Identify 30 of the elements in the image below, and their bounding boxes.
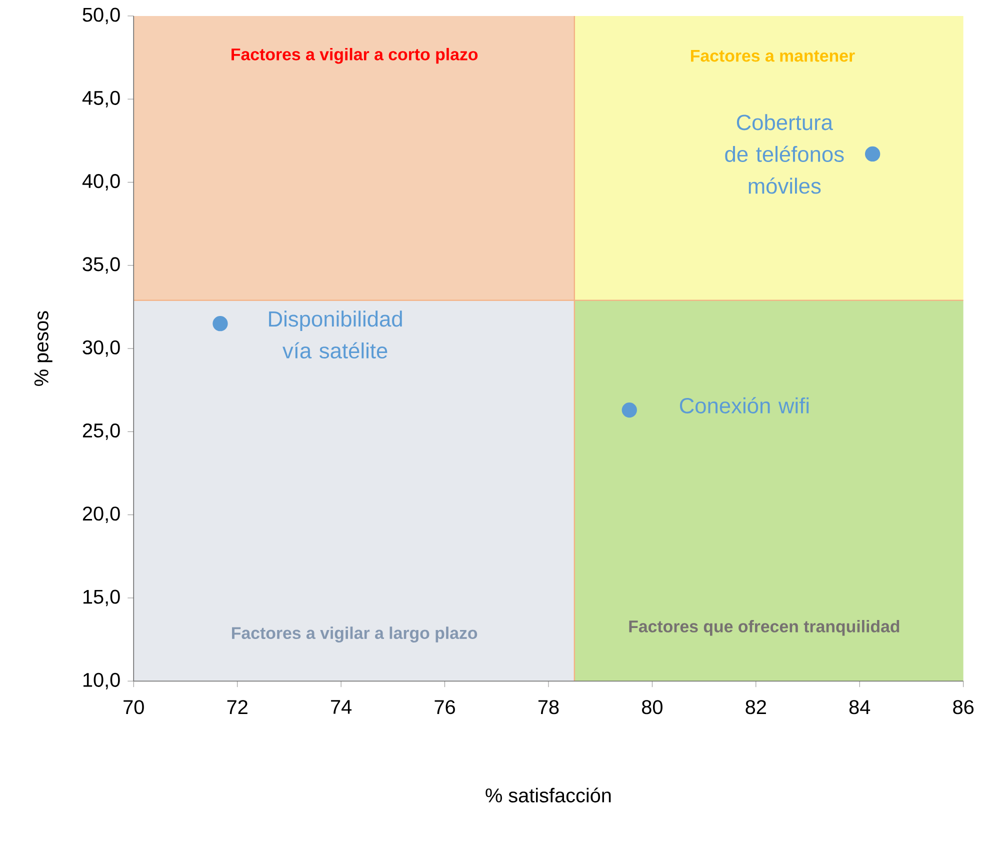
y-tick-label: 40,0 <box>82 174 120 191</box>
x-tick-label: 84 <box>849 700 870 714</box>
y-tick-label: 10,0 <box>83 673 120 690</box>
x-tick-label: 76 <box>434 700 455 714</box>
point <box>865 146 880 162</box>
point <box>622 402 637 418</box>
annotation: Factores a vigilar a corto plazo <box>232 48 478 64</box>
annotation: Factores a vigilar a largo plazo <box>232 626 478 643</box>
annotation: Factores que ofrecen tranquilidad <box>629 620 900 636</box>
x-tick-label: 70 <box>124 700 144 714</box>
y-tick-label: 20,0 <box>82 506 120 524</box>
y-tick-label: 25,0 <box>82 424 120 440</box>
series-label: Disponibilidad vía satélite <box>269 310 402 359</box>
y-tick-label: 35,0 <box>82 257 120 274</box>
series-label: Cobertura de teléfonos móviles <box>725 114 844 194</box>
x-tick-label: 72 <box>227 700 248 714</box>
x-tick-label: 74 <box>331 700 352 714</box>
annotation: Factores a mantener <box>691 50 855 62</box>
y-tick-label: 45,0 <box>82 91 120 108</box>
y-tick-label: 30,0 <box>82 340 120 357</box>
x-axis-title: % satisfacción <box>486 788 611 803</box>
point <box>212 316 228 332</box>
series-label: Conexión wifi <box>680 397 809 414</box>
y-axis-title: % pesos <box>34 311 52 386</box>
x-tick-label: 86 <box>953 700 974 714</box>
y-tick-label: 50,0 <box>82 8 120 24</box>
x-tick-label: 80 <box>642 700 662 714</box>
y-tick-label: 15,0 <box>83 590 120 606</box>
x-tick-label: 82 <box>746 700 766 714</box>
x-tick-label: 78 <box>538 700 559 714</box>
